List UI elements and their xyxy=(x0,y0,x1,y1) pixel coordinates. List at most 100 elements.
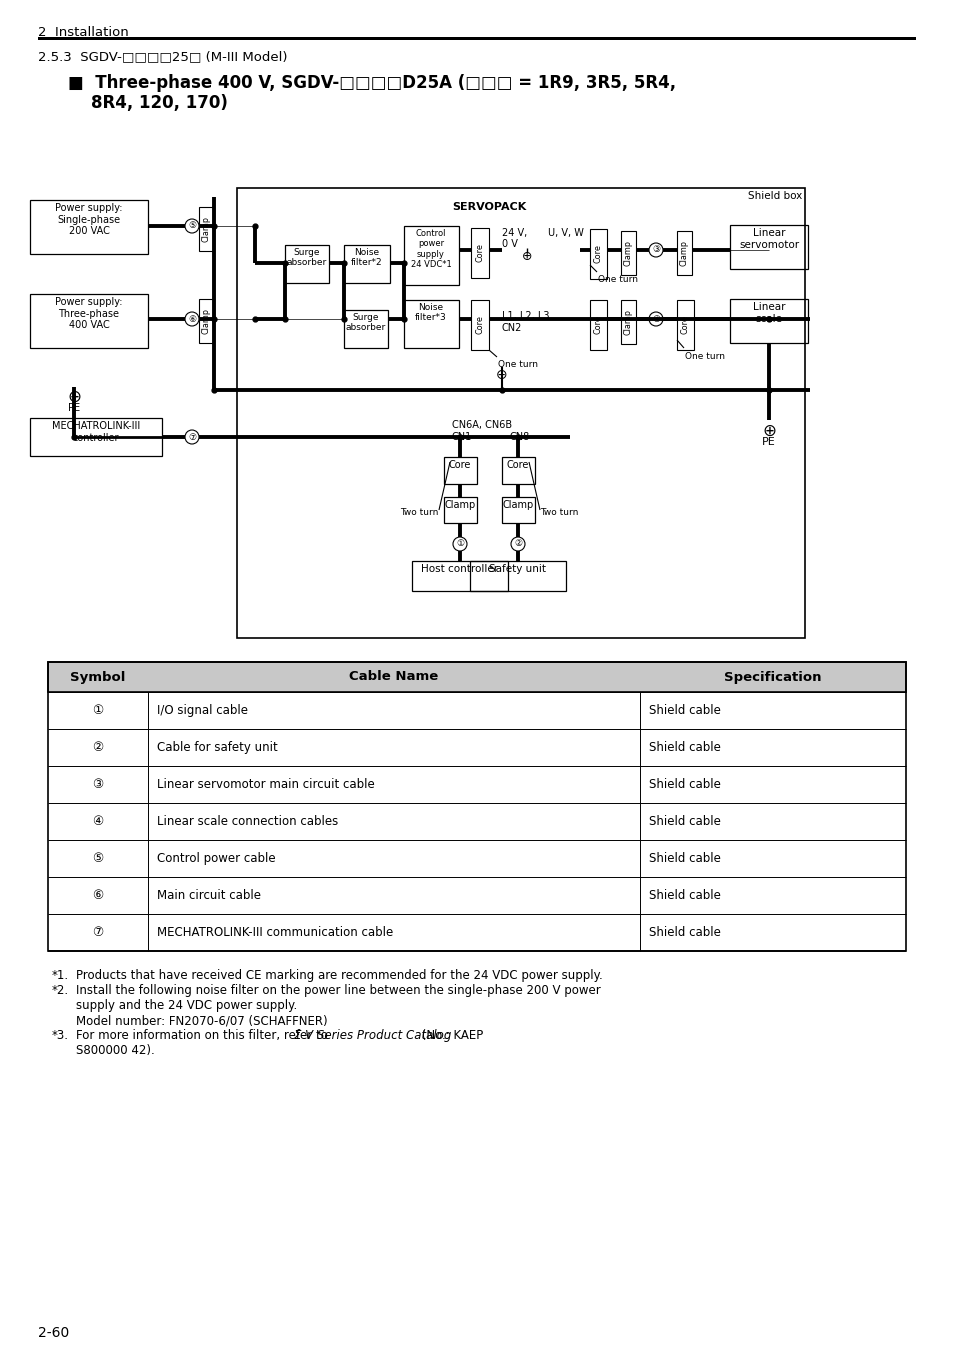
Text: ⑤: ⑤ xyxy=(92,852,104,865)
Text: MECHATROLINK-III communication cable: MECHATROLINK-III communication cable xyxy=(157,926,393,940)
Text: Safety unit: Safety unit xyxy=(489,564,546,575)
Bar xyxy=(729,299,807,343)
Text: Clamp: Clamp xyxy=(679,241,688,266)
Bar xyxy=(620,231,636,274)
Text: ⑤: ⑤ xyxy=(188,222,196,230)
Text: Shield cable: Shield cable xyxy=(648,741,720,754)
Text: CN2: CN2 xyxy=(501,323,522,333)
Text: Clamp: Clamp xyxy=(623,241,633,266)
Text: Clamp: Clamp xyxy=(623,310,633,335)
Text: Symbol: Symbol xyxy=(71,671,126,684)
Text: ⊕: ⊕ xyxy=(761,422,775,439)
Text: PE: PE xyxy=(68,403,80,412)
Text: One turn: One turn xyxy=(497,360,537,369)
Text: Shield cable: Shield cable xyxy=(648,815,720,827)
Bar xyxy=(677,300,693,350)
Bar xyxy=(589,228,606,279)
Text: ⑦: ⑦ xyxy=(188,433,196,442)
Bar xyxy=(199,207,213,251)
Text: Core: Core xyxy=(594,245,602,264)
Text: ⊕: ⊕ xyxy=(67,388,81,406)
Text: SERVOPACK: SERVOPACK xyxy=(452,201,526,212)
Bar xyxy=(38,37,915,41)
Text: CN8: CN8 xyxy=(510,433,530,442)
Text: ③: ③ xyxy=(92,777,104,791)
Bar xyxy=(470,561,565,591)
Text: 2.5.3  SGDV-□□□□25□ (M-III Model): 2.5.3 SGDV-□□□□25□ (M-III Model) xyxy=(38,50,287,64)
Text: Model number: FN2070-6/07 (SCHAFFNER): Model number: FN2070-6/07 (SCHAFFNER) xyxy=(76,1014,327,1028)
Text: Σ-V Series Product Catalog: Σ-V Series Product Catalog xyxy=(294,1029,452,1042)
Bar xyxy=(30,200,148,254)
Text: Two turn: Two turn xyxy=(399,508,437,516)
Text: supply and the 24 VDC power supply.: supply and the 24 VDC power supply. xyxy=(76,999,297,1013)
Text: 8R4, 120, 170): 8R4, 120, 170) xyxy=(68,95,228,112)
Text: ①: ① xyxy=(92,704,104,717)
Text: Core: Core xyxy=(475,243,484,262)
Text: ⑥: ⑥ xyxy=(92,890,104,902)
Text: 24 V,: 24 V, xyxy=(501,228,527,238)
Text: U, V, W: U, V, W xyxy=(547,228,583,238)
Text: MECHATROLINK-III
controller: MECHATROLINK-III controller xyxy=(51,420,140,442)
Text: Noise
filter*2: Noise filter*2 xyxy=(351,247,382,268)
Bar xyxy=(236,188,804,638)
Text: ⊕: ⊕ xyxy=(496,368,507,383)
Text: Shield cable: Shield cable xyxy=(648,926,720,940)
Bar xyxy=(344,310,388,347)
Text: Specification: Specification xyxy=(723,671,821,684)
Text: ②: ② xyxy=(92,741,104,754)
Text: Linear scale connection cables: Linear scale connection cables xyxy=(157,815,338,827)
Text: Cable Name: Cable Name xyxy=(349,671,438,684)
Text: Power supply:
Three-phase
400 VAC: Power supply: Three-phase 400 VAC xyxy=(55,297,123,330)
Text: CN6A, CN6B: CN6A, CN6B xyxy=(452,420,512,430)
Bar xyxy=(344,245,390,283)
Bar xyxy=(48,662,905,692)
Bar xyxy=(443,457,476,484)
Text: Shield cable: Shield cable xyxy=(648,704,720,717)
Text: Cable for safety unit: Cable for safety unit xyxy=(157,741,277,754)
Text: Core: Core xyxy=(475,315,484,334)
Text: Install the following noise filter on the power line between the single-phase 20: Install the following noise filter on th… xyxy=(76,984,600,996)
Text: *2.: *2. xyxy=(52,984,69,996)
Text: ③: ③ xyxy=(651,246,659,254)
Text: Surge
absorber: Surge absorber xyxy=(346,314,386,333)
Text: ④: ④ xyxy=(92,815,104,827)
Bar xyxy=(729,224,807,269)
Text: ②: ② xyxy=(514,539,521,549)
Text: Shield cable: Shield cable xyxy=(648,852,720,865)
Bar xyxy=(677,231,691,274)
Text: 0 V: 0 V xyxy=(501,239,517,249)
Text: One turn: One turn xyxy=(684,352,724,361)
Text: ■  Three-phase 400 V, SGDV-□□□□D25A (□□□ = 1R9, 3R5, 5R4,: ■ Three-phase 400 V, SGDV-□□□□D25A (□□□ … xyxy=(68,74,676,92)
Bar xyxy=(30,418,162,456)
Text: Linear
scale: Linear scale xyxy=(752,301,784,323)
Text: For more information on this filter, refer to: For more information on this filter, ref… xyxy=(76,1029,332,1042)
Bar xyxy=(471,228,489,279)
Text: ⑥: ⑥ xyxy=(188,315,196,323)
Text: One turn: One turn xyxy=(598,274,638,284)
Text: Linear servomotor main circuit cable: Linear servomotor main circuit cable xyxy=(157,777,375,791)
Text: 2  Installation: 2 Installation xyxy=(38,26,129,39)
Text: L1, L2, L3: L1, L2, L3 xyxy=(501,311,549,320)
Text: Noise
filter*3: Noise filter*3 xyxy=(415,303,446,322)
Bar xyxy=(620,300,636,343)
Bar xyxy=(501,498,535,523)
Text: Host controller: Host controller xyxy=(421,564,498,575)
Bar xyxy=(471,300,489,350)
Text: Surge
absorber: Surge absorber xyxy=(287,247,327,268)
Bar xyxy=(403,226,458,285)
Text: Shield box: Shield box xyxy=(747,191,801,201)
Text: Shield cable: Shield cable xyxy=(648,777,720,791)
Text: Core: Core xyxy=(506,460,529,470)
Text: Core: Core xyxy=(448,460,471,470)
Text: ⑦: ⑦ xyxy=(92,926,104,940)
Text: ⊕: ⊕ xyxy=(521,250,532,264)
Text: Clamp: Clamp xyxy=(202,308,211,334)
Text: Linear
servomotor: Linear servomotor xyxy=(739,228,799,250)
Text: CN1: CN1 xyxy=(452,433,472,442)
Bar xyxy=(48,662,905,950)
Bar xyxy=(501,457,535,484)
Text: Core: Core xyxy=(680,315,689,334)
Text: *1.: *1. xyxy=(52,969,69,982)
Text: Two turn: Two turn xyxy=(539,508,578,516)
Text: Main circuit cable: Main circuit cable xyxy=(157,890,261,902)
